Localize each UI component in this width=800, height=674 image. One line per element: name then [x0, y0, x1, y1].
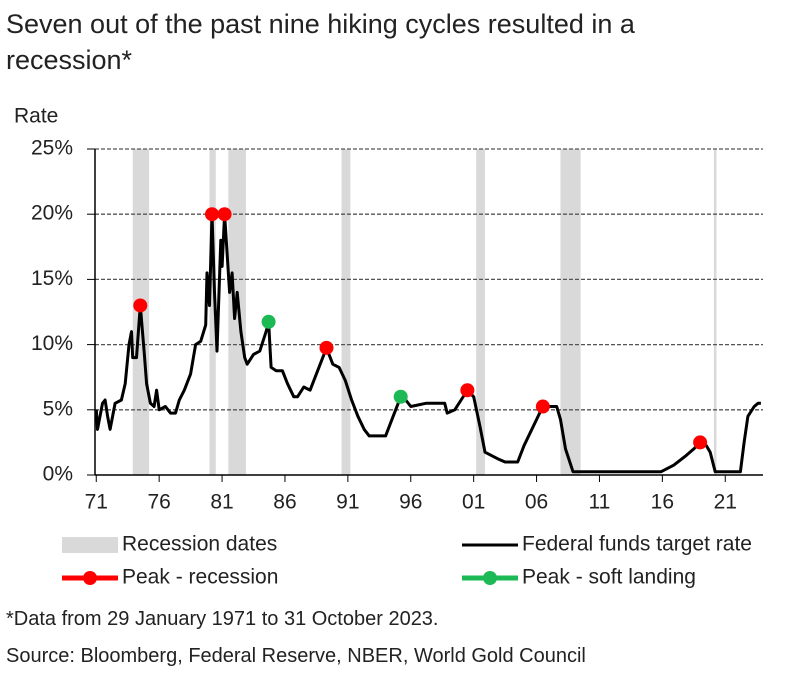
- peak-marker: [204, 207, 219, 222]
- x-tick-label: 01: [462, 491, 485, 514]
- recession-band: [476, 149, 485, 475]
- legend-label: Federal funds target rate: [522, 533, 752, 556]
- rate-line: [94, 212, 761, 474]
- legend-swatch: [83, 571, 97, 585]
- x-tick-label: 16: [651, 491, 674, 514]
- legend-swatch: [483, 571, 497, 585]
- y-tick-label: 15%: [31, 267, 73, 290]
- legend-label: Peak - soft landing: [522, 566, 696, 589]
- y-tick-label: 5%: [43, 397, 73, 420]
- peak-marker: [261, 314, 276, 329]
- peak-marker: [133, 298, 148, 313]
- x-tick-label: 21: [714, 491, 737, 514]
- x-tick-label: 71: [85, 491, 108, 514]
- x-tick-label: 76: [147, 491, 170, 514]
- y-tick-label: 20%: [31, 202, 73, 225]
- recession-band: [713, 149, 717, 475]
- legend-label: Recession dates: [122, 533, 277, 556]
- recession-band: [341, 149, 351, 475]
- y-tick-label: 10%: [31, 332, 73, 355]
- chart-title: Seven out of the past nine hiking cycles…: [6, 9, 635, 75]
- peak-marker: [217, 207, 232, 222]
- recession-band: [228, 149, 246, 475]
- x-tick-label: 81: [210, 491, 233, 514]
- legend-swatch: [62, 537, 118, 553]
- x-tick-label: 96: [399, 491, 422, 514]
- y-axis-label: Rate: [14, 105, 58, 128]
- y-tick-label: 0%: [43, 463, 73, 486]
- recession-band: [560, 149, 581, 475]
- legend-label: Peak - recession: [122, 566, 278, 589]
- peak-marker: [693, 435, 708, 450]
- x-tick-label: 91: [336, 491, 359, 514]
- x-tick-label: 06: [525, 491, 548, 514]
- peak-marker: [460, 383, 475, 398]
- recession-band: [209, 149, 216, 475]
- footnote: *Data from 29 January 1971 to 31 October…: [6, 608, 439, 630]
- source: Source: Bloomberg, Federal Reserve, NBER…: [6, 645, 586, 667]
- y-tick-label: 25%: [31, 137, 73, 160]
- x-tick-label: 11: [589, 491, 611, 514]
- peak-marker: [535, 399, 550, 414]
- peak-marker: [319, 340, 334, 355]
- x-tick-label: 86: [273, 491, 296, 514]
- peak-marker: [393, 389, 408, 404]
